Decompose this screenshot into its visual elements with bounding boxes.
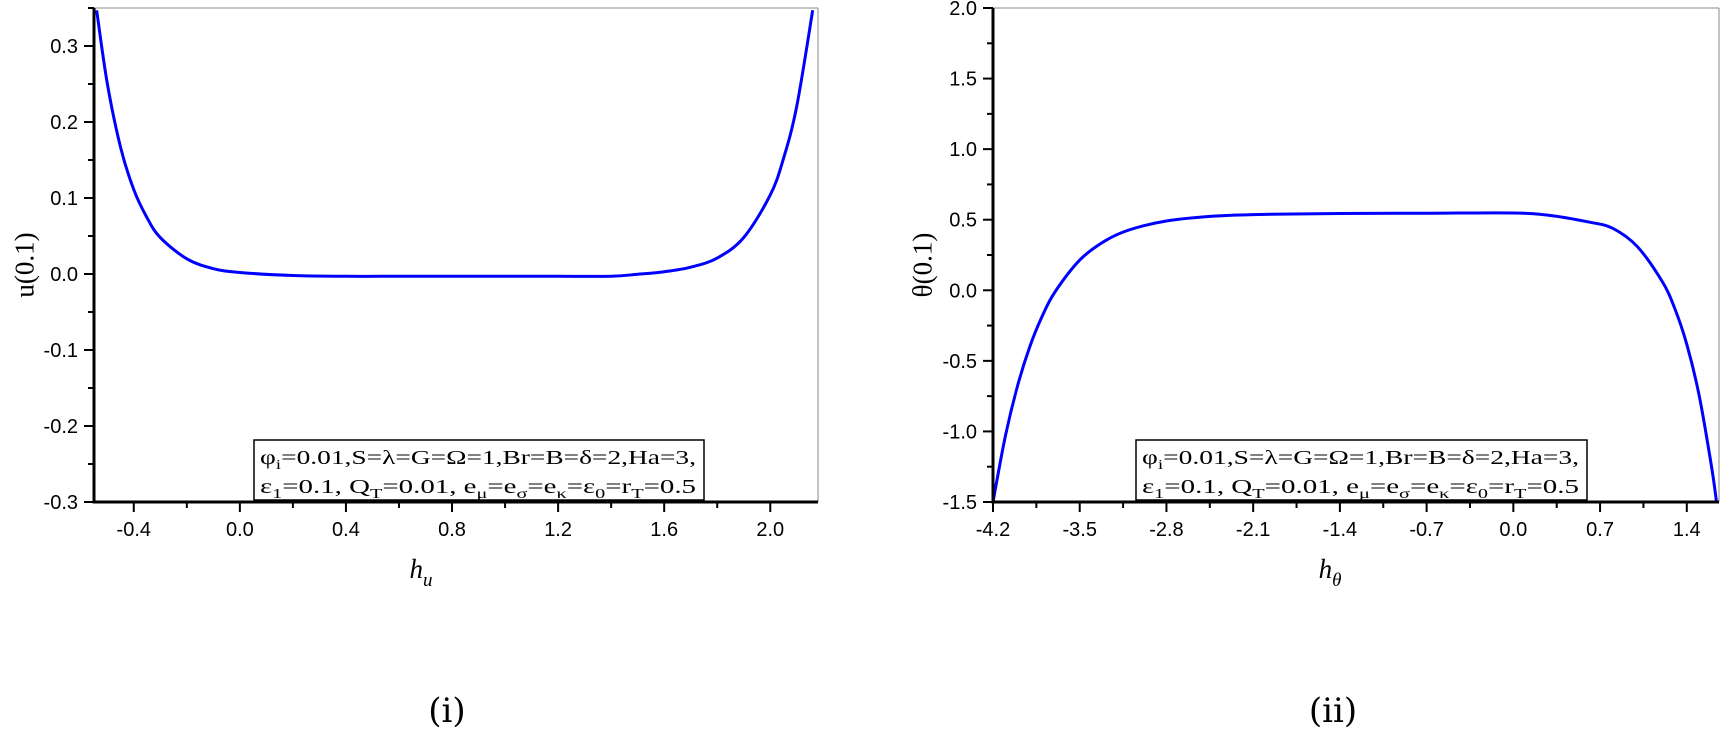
- y-axis-label: θ(0.1): [907, 233, 937, 298]
- y-tick-label: -0.2: [44, 416, 78, 438]
- legend-text-segment: =0.5: [1526, 476, 1579, 498]
- panel-i: -0.4 0.0 0.4 0.8 1.2 1.6 2.0 -0.3 -0.2 -0.1 0.0 0.1…: [9, 7, 819, 731]
- legend-subscript: μ: [477, 487, 488, 502]
- legend-text-segment: =0.1, Q: [282, 476, 371, 498]
- legend-line: φ i=0.01,S=λ=G=Ω=1,Br=B=δ=2,Ha=3,: [260, 447, 696, 473]
- x-tick-label: 1.4: [1673, 519, 1701, 541]
- x-tick-label: 2.0: [756, 519, 784, 541]
- legend-subscript: T: [1514, 487, 1527, 502]
- legend-text-segment: φ: [260, 447, 276, 469]
- legend-text-segment: =0.01,S=λ=G=Ω=1,Br=B=δ=2,Ha=3,: [1163, 447, 1579, 469]
- legend-text-segment: =r: [605, 476, 631, 498]
- legend-box: [253, 439, 705, 501]
- x-tick-label: -1.4: [1323, 519, 1357, 541]
- legend-subscript: 0: [1478, 487, 1488, 502]
- legend-text-segment: =0.5: [644, 476, 696, 498]
- x-tick-label: 1.2: [544, 519, 572, 541]
- panel-ii: -4.2 -3.5 -2.8 -2.1 -1.4 -0.7 0.0 0.7 1.4 -1.5 -1.…: [907, 0, 1720, 731]
- x-tick-label: -4.2: [976, 519, 1010, 541]
- legend-subscript: σ: [1399, 487, 1411, 502]
- legend-text-segment: =ε: [567, 476, 595, 498]
- legend-text-segment: =e: [1370, 476, 1399, 498]
- legend-subscript: T: [631, 487, 644, 502]
- legend-text-segment: =e: [487, 476, 516, 498]
- y-axis-label: u(0.1): [9, 232, 39, 297]
- legend-line: ε 1 =0.1, Q T =0.01, e μ =e σ =e κ =ε 0 =r T =0.5: [1142, 476, 1579, 502]
- x-tick-label: 0.0: [226, 519, 254, 541]
- x-axis-label-subscript: u: [423, 570, 433, 591]
- legend-subscript: T: [1252, 487, 1265, 502]
- y-tick-label: 1.5: [949, 69, 977, 91]
- legend-text-segment: =r: [1488, 476, 1514, 498]
- legend-text-segment: =0.01, e: [382, 476, 476, 498]
- x-tick-label: -2.8: [1149, 519, 1183, 541]
- legend-text-segment: =e: [527, 476, 556, 498]
- legend-line: ε 1 =0.1, Q T =0.01, e μ =e σ =e κ =ε 0 =r T =0.5: [260, 476, 696, 502]
- x-axis-label: hu: [410, 554, 433, 591]
- x-axis-label-main: h: [1319, 554, 1333, 584]
- x-tick-label: -0.4: [117, 519, 151, 541]
- y-tick-label: 0.3: [50, 36, 78, 58]
- legend-subscript: 0: [595, 487, 605, 502]
- legend-text-segment: =ε: [1449, 476, 1478, 498]
- x-tick-label: -2.1: [1236, 519, 1270, 541]
- legend-subscript: μ: [1359, 487, 1370, 502]
- x-tick-label: 0.4: [332, 519, 360, 541]
- legend-text-segment: ε: [1142, 476, 1154, 498]
- y-tick-label: -0.1: [44, 340, 78, 362]
- legend-text-segment: ε: [260, 476, 272, 498]
- panel-caption: (ii): [1309, 691, 1357, 731]
- x-axis-label-main: h: [410, 554, 424, 584]
- x-tick-label: -3.5: [1062, 519, 1096, 541]
- x-tick-label: -0.7: [1409, 519, 1443, 541]
- y-tick-label: -1.0: [943, 421, 977, 443]
- x-tick-label: 0.7: [1586, 519, 1614, 541]
- legend-box: [1135, 439, 1588, 501]
- series-line: [95, 10, 815, 278]
- legend-text-segment: φ: [1142, 447, 1158, 469]
- legend-text-segment: =e: [1410, 476, 1439, 498]
- y-tick-label: -0.3: [44, 492, 78, 514]
- series-line: [993, 211, 1719, 502]
- y-tick-label: -1.5: [943, 492, 977, 514]
- y-tick-label: 0.0: [949, 280, 977, 302]
- legend-subscript: κ: [557, 487, 567, 502]
- x-tick-label: 0.8: [438, 519, 466, 541]
- legend-subscript: i: [1158, 458, 1163, 473]
- x-axis-label: hθ: [1319, 554, 1342, 591]
- panel-caption: (i): [428, 691, 465, 731]
- legend-text-segment: =0.01, e: [1265, 476, 1360, 498]
- legend-subscript: T: [370, 487, 383, 502]
- x-tick-label: 0.0: [1499, 519, 1527, 541]
- y-tick-label: 0.5: [949, 210, 977, 232]
- y-tick-label: 0.2: [50, 112, 78, 134]
- y-tick-label: 0.0: [50, 264, 78, 286]
- y-tick-label: -0.5: [943, 351, 977, 373]
- y-tick-label: 1.0: [949, 139, 977, 161]
- y-tick-label: 0.1: [50, 188, 78, 210]
- legend-text-segment: =0.01,S=λ=G=Ω=1,Br=B=δ=2,Ha=3,: [281, 447, 696, 469]
- legend-line: φ i=0.01,S=λ=G=Ω=1,Br=B=δ=2,Ha=3,: [1142, 447, 1579, 473]
- x-tick-label: 1.6: [650, 519, 678, 541]
- legend-subscript: κ: [1439, 487, 1449, 502]
- x-axis-label-subscript: θ: [1332, 570, 1341, 591]
- legend-subscript: 1: [1154, 487, 1164, 502]
- legend-subscript: σ: [516, 487, 528, 502]
- legend-subscript: i: [276, 458, 281, 473]
- legend-subscript: 1: [272, 487, 282, 502]
- legend-text-segment: =0.1, Q: [1164, 476, 1253, 498]
- y-tick-label: 2.0: [949, 0, 977, 20]
